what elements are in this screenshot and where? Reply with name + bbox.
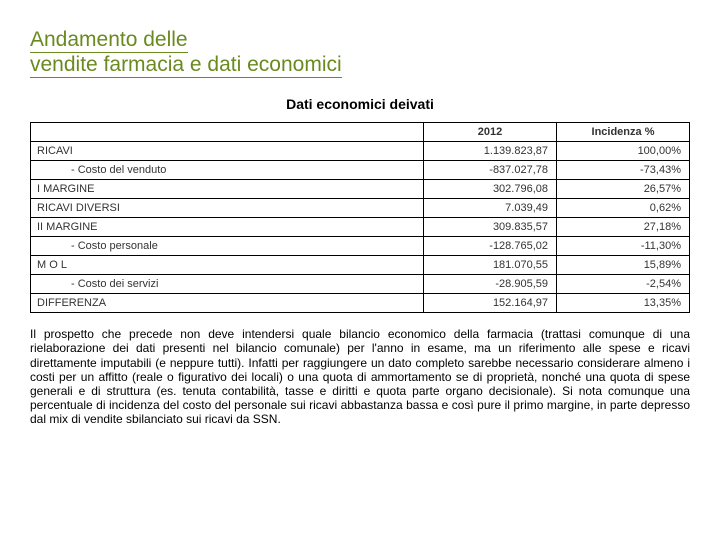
row-pct: 100,00% (557, 142, 690, 161)
table-row: - Costo personale-128.765,02-11,30% (31, 237, 690, 256)
table-row: M O L181.070,5515,89% (31, 256, 690, 275)
title-line-1: Andamento delle (30, 28, 188, 53)
row-value: 309.835,57 (424, 218, 557, 237)
header-year: 2012 (424, 123, 557, 142)
row-label: - Costo dei servizi (31, 275, 424, 294)
header-pct: Incidenza % (557, 123, 690, 142)
table-row: II MARGINE309.835,5727,18% (31, 218, 690, 237)
page-title-block: Andamento delle vendite farmacia e dati … (30, 28, 690, 78)
header-blank (31, 123, 424, 142)
table-subtitle: Dati economici deivati (30, 96, 690, 112)
row-label: I MARGINE (31, 180, 424, 199)
table-row: - Costo dei servizi-28.905,59-2,54% (31, 275, 690, 294)
title-line-2: vendite farmacia e dati economici (30, 53, 342, 78)
row-pct: 26,57% (557, 180, 690, 199)
row-label: RICAVI DIVERSI (31, 199, 424, 218)
row-pct: 13,35% (557, 294, 690, 313)
row-pct: 0,62% (557, 199, 690, 218)
table-row: DIFFERENZA152.164,9713,35% (31, 294, 690, 313)
explanatory-note: Il prospetto che precede non deve intend… (30, 327, 690, 426)
table-row: - Costo del venduto-837.027,78-73,43% (31, 161, 690, 180)
table-row: RICAVI1.139.823,87100,00% (31, 142, 690, 161)
row-pct: 27,18% (557, 218, 690, 237)
row-value: -128.765,02 (424, 237, 557, 256)
row-value: 302.796,08 (424, 180, 557, 199)
row-pct: -73,43% (557, 161, 690, 180)
row-label: RICAVI (31, 142, 424, 161)
row-pct: -11,30% (557, 237, 690, 256)
table-row: I MARGINE302.796,0826,57% (31, 180, 690, 199)
row-value: -837.027,78 (424, 161, 557, 180)
row-pct: 15,89% (557, 256, 690, 275)
row-label: DIFFERENZA (31, 294, 424, 313)
row-label: - Costo del venduto (31, 161, 424, 180)
row-label: II MARGINE (31, 218, 424, 237)
economic-data-table: 2012 Incidenza % RICAVI1.139.823,87100,0… (30, 122, 690, 313)
row-value: 7.039,49 (424, 199, 557, 218)
row-label: - Costo personale (31, 237, 424, 256)
row-value: 152.164,97 (424, 294, 557, 313)
row-value: 181.070,55 (424, 256, 557, 275)
row-value: 1.139.823,87 (424, 142, 557, 161)
row-label: M O L (31, 256, 424, 275)
row-pct: -2,54% (557, 275, 690, 294)
table-row: RICAVI DIVERSI7.039,490,62% (31, 199, 690, 218)
row-value: -28.905,59 (424, 275, 557, 294)
